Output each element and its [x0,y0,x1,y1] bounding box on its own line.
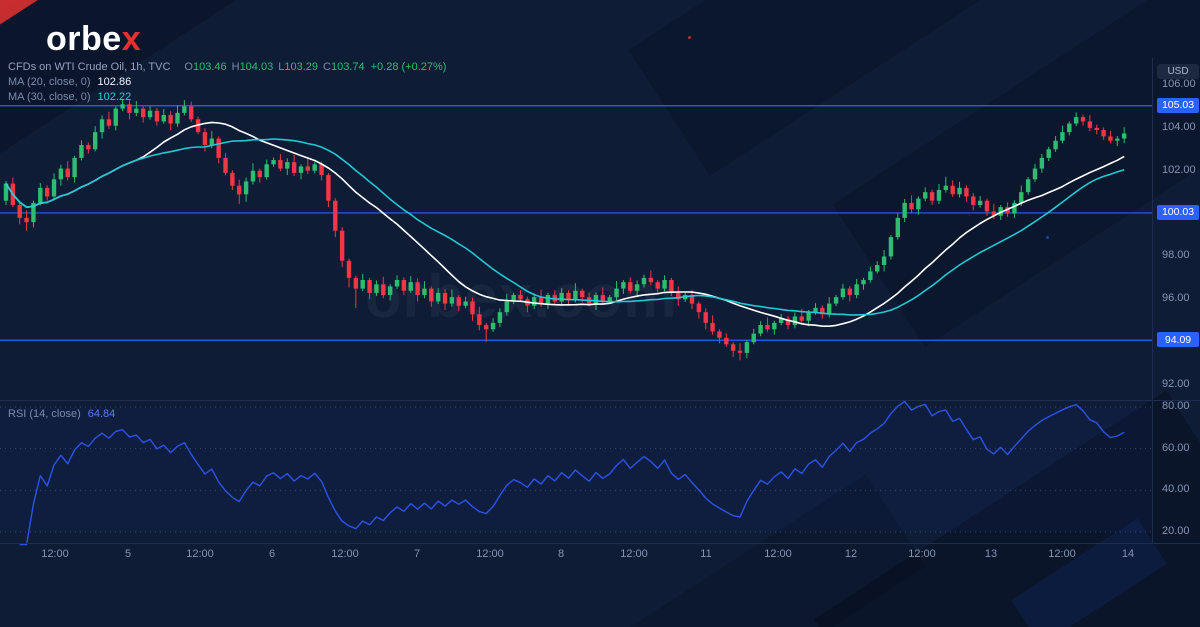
price-axis[interactable]: USD 106.00 104.00 102.00 98.00 96.00 92.00 105… [1156,0,1200,627]
change-value: +0.28 (+0.27%) [370,61,447,73]
high-value: 104.03 [239,61,274,73]
ma30-value: 102.22 [97,91,132,103]
open-value: 103.46 [192,61,227,73]
ma20-line [5,121,1125,328]
orbex-logo: orbex [46,20,141,59]
close-value: 103.74 [330,61,365,73]
rsi-axis-label: 60.00 [1162,441,1190,454]
currency-badge: USD [1157,64,1199,79]
price-axis-label: 102.00 [1162,163,1196,176]
symbol-title[interactable]: CFDs on WTI Crude Oil, 1h, TVC [8,61,171,73]
logo-x-icon: x [121,20,142,58]
ma30-row[interactable]: MA (30, close, 0) 102.22 [8,90,446,105]
price-axis-label: 104.00 [1162,120,1196,133]
rsi-band [0,407,1152,532]
rsi-legend[interactable]: RSI (14, close) 64.84 [8,407,115,422]
rsi-line [19,400,1125,546]
price-level-badge[interactable]: 100.03 [1157,204,1199,220]
price-axis-label: 92.00 [1162,378,1190,391]
close-label: C [323,61,331,73]
rsi-axis-label: 20.00 [1162,524,1190,537]
rsi-label: RSI (14, close) [8,408,81,420]
high-label: H [231,61,240,73]
low-value: 103.29 [284,61,318,73]
ma20-value: 102.86 [97,76,132,88]
candles [3,99,1127,361]
rsi-axis-label: 80.00 [1162,400,1190,412]
low-label: L [278,61,285,73]
price-axis-label: 106.00 [1162,78,1196,90]
ma20-label: MA (20, close, 0) [8,76,91,88]
decorative-dot [688,36,691,39]
price-axis-label: 98.00 [1162,249,1190,262]
open-label: O [184,61,193,73]
decorative-dot [1046,236,1049,239]
ma20-row[interactable]: MA (20, close, 0) 102.86 [8,75,446,90]
ma30-line [5,138,1125,316]
logo-text: orbe [46,20,122,58]
rsi-axis-label: 40.00 [1162,483,1190,496]
rsi-value: 64.84 [87,408,116,420]
chart-legend: CFDs on WTI Crude Oil, 1h, TVC O103.46 H10… [8,60,446,105]
price-level-badge[interactable]: 105.03 [1157,97,1199,113]
symbol-row[interactable]: CFDs on WTI Crude Oil, 1h, TVC O103.46 H10… [8,60,446,75]
price-axis-label: 96.00 [1162,292,1190,305]
ma30-label: MA (30, close, 0) [8,91,91,103]
price-level-badge[interactable]: 94.09 [1157,332,1199,348]
